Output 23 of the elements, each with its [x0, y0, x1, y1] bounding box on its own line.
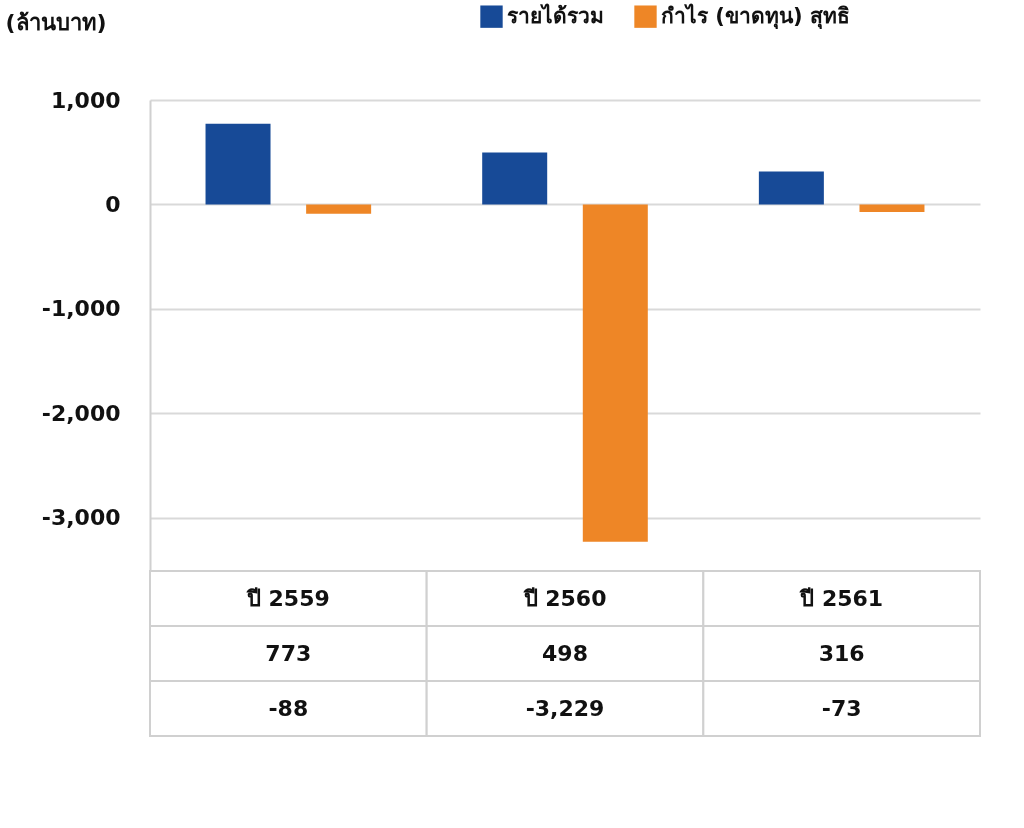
bar [582, 204, 648, 542]
y-tick-label: 0 [105, 191, 121, 217]
x-tick-label: ปี 2559 [245, 585, 330, 611]
y-tick-label: -2,000 [41, 400, 121, 426]
data-label: -88 [268, 695, 309, 721]
legend-label: รายได้รวม [507, 2, 604, 28]
data-label: 773 [265, 640, 312, 666]
x-tick-label: ปี 2561 [799, 585, 884, 611]
bar [758, 171, 824, 205]
y-tick-label: 1,000 [50, 87, 121, 113]
bar [306, 204, 372, 214]
data-label: -73 [821, 695, 862, 721]
legend-label: กำไร (ขาดทุน) สุทธิ [661, 2, 850, 30]
bar [205, 123, 271, 205]
bar [859, 204, 925, 213]
bar [482, 152, 548, 205]
y-tick-label: -3,000 [41, 505, 121, 531]
data-label: 498 [542, 640, 588, 666]
data-label: -3,229 [525, 695, 605, 721]
y-axis-title: (ล้านบาท) [5, 9, 107, 35]
x-tick-label: ปี 2560 [522, 585, 607, 611]
data-label: 316 [818, 640, 865, 666]
y-tick-label: -1,000 [41, 296, 121, 322]
